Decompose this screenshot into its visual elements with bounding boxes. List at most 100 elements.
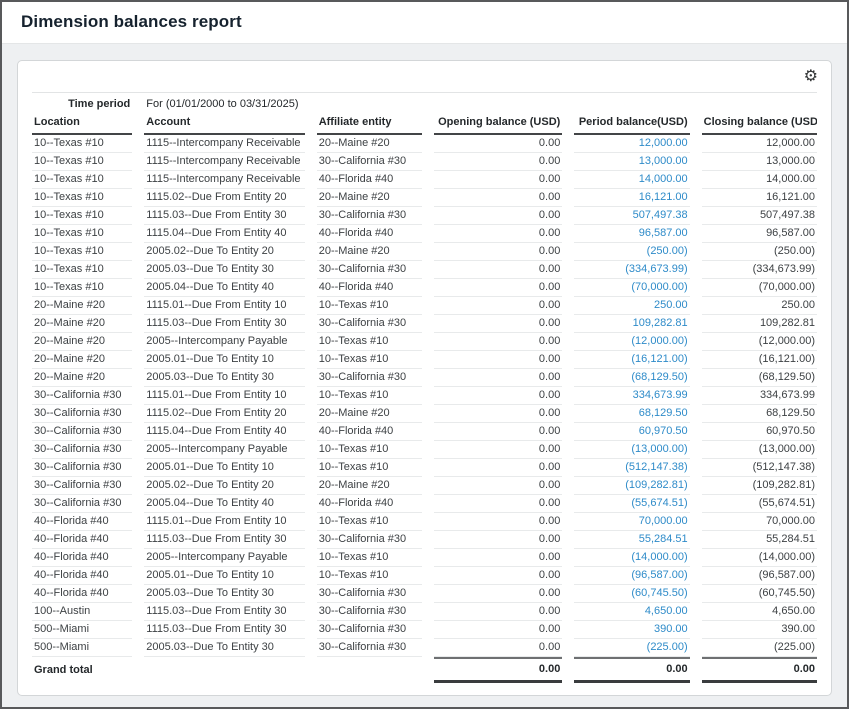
account-cell: 2005--Intercompany Payable (144, 549, 304, 567)
affiliate-entity-cell: 10--Texas #10 (317, 459, 422, 477)
period-balance-link[interactable]: 507,497.38 (574, 207, 689, 225)
opening-balance-cell: 0.00 (434, 135, 562, 153)
affiliate-entity-cell: 30--California #30 (317, 621, 422, 639)
page-title: Dimension balances report (21, 12, 242, 31)
time-period-row: Time period For (01/01/2000 to 03/31/202… (32, 95, 817, 114)
location-cell: 10--Texas #10 (32, 261, 132, 279)
closing-balance-cell: (96,587.00) (702, 567, 817, 585)
closing-balance-cell: 250.00 (702, 297, 817, 315)
account-cell: 2005.01--Due To Entity 10 (144, 351, 304, 369)
period-balance-link[interactable]: 12,000.00 (574, 135, 689, 153)
gear-icon[interactable]: ⚙ (804, 69, 818, 85)
closing-balance-cell: 13,000.00 (702, 153, 817, 171)
period-balance-link[interactable]: (14,000.00) (574, 549, 689, 567)
location-cell: 30--California #30 (32, 459, 132, 477)
opening-balance-cell: 0.00 (434, 279, 562, 297)
period-balance-link[interactable]: (250.00) (574, 243, 689, 261)
period-balance-link[interactable]: 4,650.00 (574, 603, 689, 621)
account-cell: 2005.01--Due To Entity 10 (144, 459, 304, 477)
time-period-label: Time period (32, 95, 132, 114)
period-balance-link[interactable]: 70,000.00 (574, 513, 689, 531)
location-cell: 20--Maine #20 (32, 369, 132, 387)
card-toolbar: ⚙ (18, 61, 831, 92)
opening-balance-cell: 0.00 (434, 459, 562, 477)
closing-balance-cell: (512,147.38) (702, 459, 817, 477)
period-balance-link[interactable]: 96,587.00 (574, 225, 689, 243)
period-balance-link[interactable]: 390.00 (574, 621, 689, 639)
location-cell: 500--Miami (32, 639, 132, 657)
table-row: 100--Austin 1115.03--Due From Entity 30 … (32, 603, 817, 621)
closing-balance-cell: (16,121.00) (702, 351, 817, 369)
account-cell: 1115.03--Due From Entity 30 (144, 315, 304, 333)
closing-balance-cell: 96,587.00 (702, 225, 817, 243)
opening-balance-cell: 0.00 (434, 441, 562, 459)
period-balance-link[interactable]: 334,673.99 (574, 387, 689, 405)
grand-total-closing: 0.00 (702, 657, 817, 683)
table-body: 10--Texas #10 1115--Intercompany Receiva… (32, 135, 817, 657)
affiliate-entity-cell: 20--Maine #20 (317, 405, 422, 423)
table-row: 30--California #30 1115.04--Due From Ent… (32, 423, 817, 441)
affiliate-entity-cell: 10--Texas #10 (317, 333, 422, 351)
period-balance-link[interactable]: 16,121.00 (574, 189, 689, 207)
period-balance-link[interactable]: (70,000.00) (574, 279, 689, 297)
closing-balance-cell: (109,282.81) (702, 477, 817, 495)
column-header-row: Location Account Affiliate entity Openin… (32, 114, 817, 135)
account-cell: 2005.04--Due To Entity 40 (144, 495, 304, 513)
closing-balance-cell: 14,000.00 (702, 171, 817, 189)
period-balance-link[interactable]: (13,000.00) (574, 441, 689, 459)
account-cell: 2005.03--Due To Entity 30 (144, 585, 304, 603)
table-row: 40--Florida #40 1115.01--Due From Entity… (32, 513, 817, 531)
table-row: 10--Texas #10 2005.02--Due To Entity 20 … (32, 243, 817, 261)
period-balance-link[interactable]: (60,745.50) (574, 585, 689, 603)
period-balance-link[interactable]: 109,282.81 (574, 315, 689, 333)
location-cell: 10--Texas #10 (32, 189, 132, 207)
closing-balance-cell: (60,745.50) (702, 585, 817, 603)
table-row: 10--Texas #10 2005.04--Due To Entity 40 … (32, 279, 817, 297)
period-balance-link[interactable]: (96,587.00) (574, 567, 689, 585)
table-row: 10--Texas #10 1115--Intercompany Receiva… (32, 135, 817, 153)
period-balance-link[interactable]: (55,674.51) (574, 495, 689, 513)
affiliate-entity-cell: 30--California #30 (317, 639, 422, 657)
opening-balance-cell: 0.00 (434, 423, 562, 441)
col-header-opening-balance: Opening balance (USD) (434, 114, 562, 135)
table-row: 500--Miami 2005.03--Due To Entity 30 30-… (32, 639, 817, 657)
table-row: 500--Miami 1115.03--Due From Entity 30 3… (32, 621, 817, 639)
grand-total-label: Grand total (32, 657, 132, 683)
closing-balance-cell: 109,282.81 (702, 315, 817, 333)
period-balance-link[interactable]: 60,970.50 (574, 423, 689, 441)
closing-balance-cell: 70,000.00 (702, 513, 817, 531)
account-cell: 1115.01--Due From Entity 10 (144, 297, 304, 315)
account-cell: 1115--Intercompany Receivable (144, 153, 304, 171)
period-balance-link[interactable]: (109,282.81) (574, 477, 689, 495)
table-row: 20--Maine #20 1115.03--Due From Entity 3… (32, 315, 817, 333)
closing-balance-cell: 390.00 (702, 621, 817, 639)
account-cell: 1115.04--Due From Entity 40 (144, 423, 304, 441)
period-balance-link[interactable]: 55,284.51 (574, 531, 689, 549)
period-balance-link[interactable]: (512,147.38) (574, 459, 689, 477)
account-cell: 2005.01--Due To Entity 10 (144, 567, 304, 585)
period-balance-link[interactable]: (16,121.00) (574, 351, 689, 369)
period-balance-link[interactable]: 13,000.00 (574, 153, 689, 171)
table-row: 20--Maine #20 1115.01--Due From Entity 1… (32, 297, 817, 315)
account-cell: 2005.02--Due To Entity 20 (144, 477, 304, 495)
period-balance-link[interactable]: (334,673.99) (574, 261, 689, 279)
account-cell: 2005.04--Due To Entity 40 (144, 279, 304, 297)
closing-balance-cell: (250.00) (702, 243, 817, 261)
period-balance-link[interactable]: 68,129.50 (574, 405, 689, 423)
period-balance-link[interactable]: (225.00) (574, 639, 689, 657)
account-cell: 1115.03--Due From Entity 30 (144, 207, 304, 225)
affiliate-entity-cell: 30--California #30 (317, 369, 422, 387)
period-balance-link[interactable]: (68,129.50) (574, 369, 689, 387)
opening-balance-cell: 0.00 (434, 405, 562, 423)
affiliate-entity-cell: 20--Maine #20 (317, 243, 422, 261)
period-balance-link[interactable]: 250.00 (574, 297, 689, 315)
account-cell: 2005--Intercompany Payable (144, 333, 304, 351)
location-cell: 40--Florida #40 (32, 585, 132, 603)
col-header-account: Account (144, 114, 304, 135)
period-balance-link[interactable]: (12,000.00) (574, 333, 689, 351)
content-area: ⚙ Time period For (01/01/2000 to 03/31/2… (2, 44, 847, 712)
period-balance-link[interactable]: 14,000.00 (574, 171, 689, 189)
table-row: 40--Florida #40 2005--Intercompany Payab… (32, 549, 817, 567)
closing-balance-cell: (13,000.00) (702, 441, 817, 459)
affiliate-entity-cell: 10--Texas #10 (317, 351, 422, 369)
